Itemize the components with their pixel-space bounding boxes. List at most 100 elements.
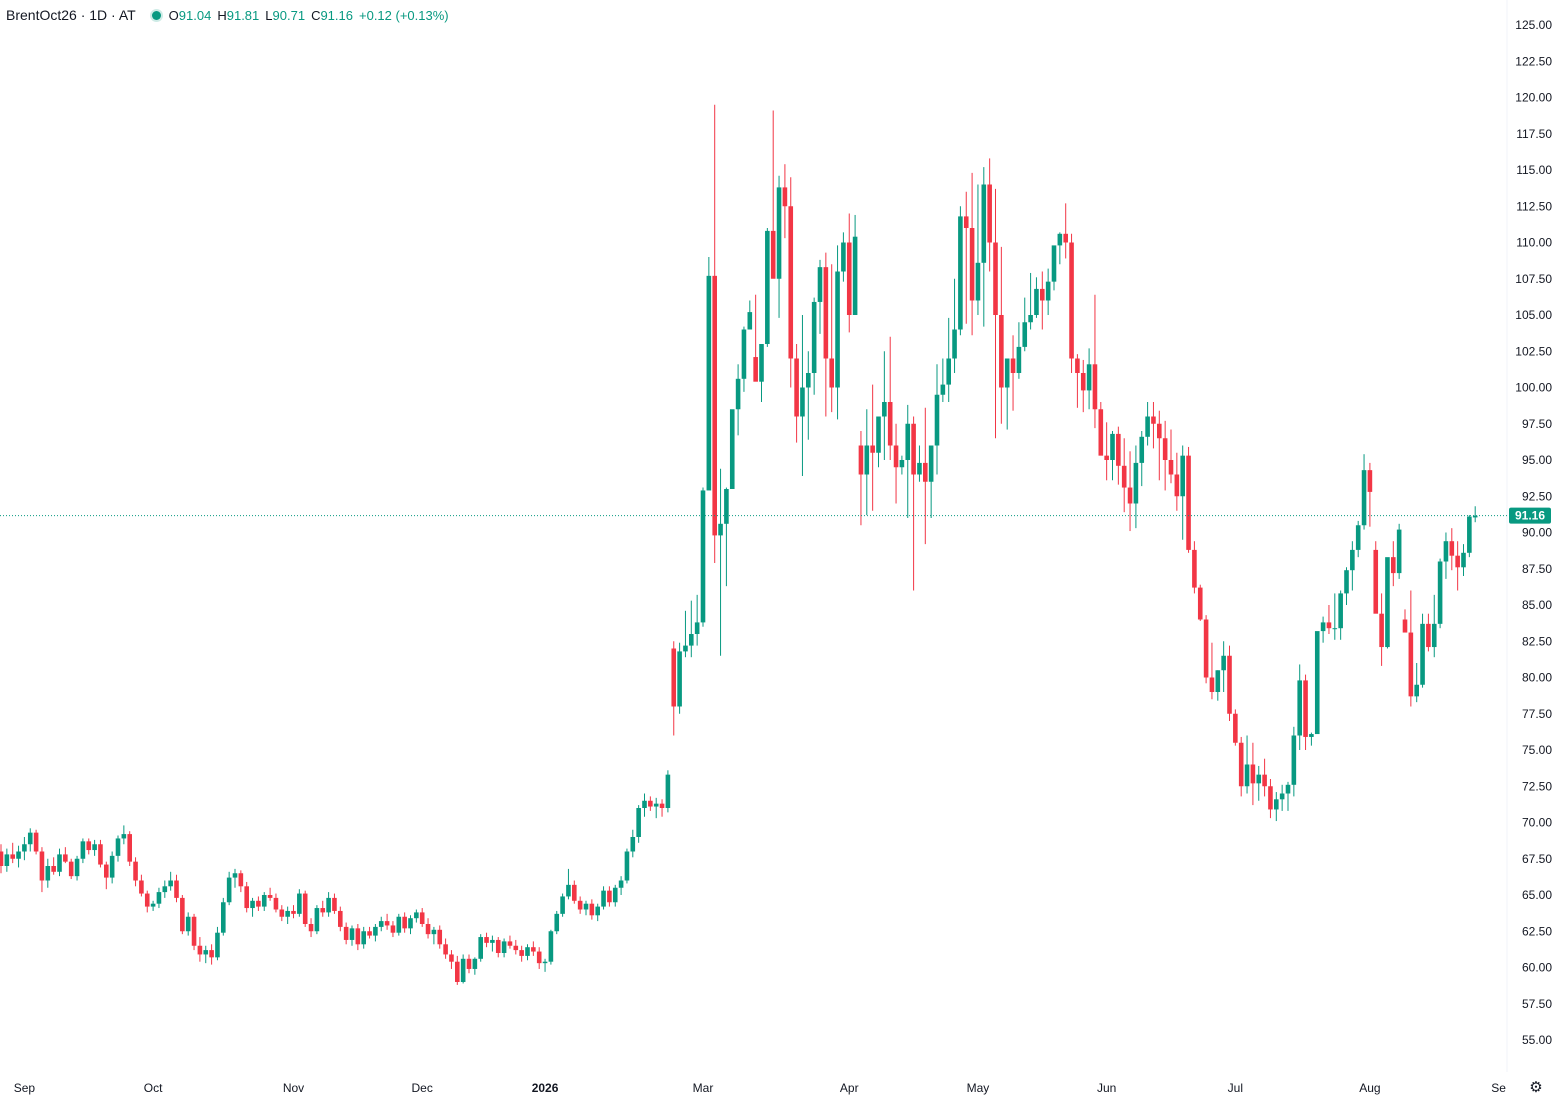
candle-body (1367, 470, 1373, 492)
candle-body (127, 834, 132, 862)
candle-body (963, 216, 969, 228)
candle-body (718, 523, 723, 536)
candle-body (993, 242, 998, 315)
candle (314, 905, 320, 935)
candle (1174, 452, 1180, 511)
candle-body (39, 851, 45, 881)
price-tick-label: 115.00 (1516, 163, 1552, 177)
candle (133, 857, 138, 887)
gear-icon[interactable]: ⚙ (1529, 1079, 1543, 1096)
candle-body (911, 423, 916, 475)
candle (841, 232, 846, 282)
candle (1197, 584, 1203, 621)
candle (1045, 268, 1051, 315)
candle-body (683, 645, 688, 652)
candle (624, 848, 630, 884)
candle (1016, 322, 1022, 379)
time-axis[interactable]: Sep Oct Nov Dec 2026 Mar Apr May Jun Jul Aug Se (14, 1081, 1507, 1095)
candle-body (455, 961, 460, 982)
candle (232, 868, 238, 888)
last-price-badge: 91.16 (1509, 507, 1551, 524)
candle (1426, 613, 1431, 652)
candle (1040, 271, 1045, 330)
candle-body (741, 329, 747, 379)
candle (472, 957, 478, 975)
candle (1268, 779, 1273, 819)
candle (811, 297, 817, 395)
candle (326, 892, 331, 917)
candle-body (378, 921, 384, 927)
price-axis[interactable]: 125.00 122.50 120.00 117.50 115.00 112.50 110.… (1515, 18, 1552, 1047)
candle-body (589, 903, 595, 916)
candle-body (981, 184, 987, 263)
candle-body (285, 910, 290, 917)
candle (928, 445, 934, 518)
candle-body (98, 844, 103, 865)
candle-body (226, 877, 232, 903)
symbol-title[interactable]: BrentOct26 · 1D · AT (6, 7, 136, 23)
candle-body (694, 622, 700, 634)
candle (1127, 451, 1133, 532)
candle (531, 941, 536, 956)
candle-body (221, 902, 226, 933)
candle (221, 897, 226, 936)
candle (1379, 593, 1384, 666)
candle (706, 257, 712, 491)
candle (1209, 642, 1215, 700)
candle (630, 829, 636, 858)
candle-body (279, 909, 285, 917)
candle-body (33, 832, 39, 852)
candle (33, 829, 39, 855)
candle (1385, 557, 1390, 649)
candle-body (882, 402, 887, 417)
candle (1396, 523, 1402, 579)
candle (566, 868, 571, 900)
candle (267, 887, 273, 901)
candle (969, 172, 975, 336)
candle-body (501, 941, 507, 953)
candle-body (572, 884, 577, 901)
candle (455, 955, 460, 985)
candle (776, 175, 782, 318)
candle-body (472, 958, 478, 969)
candle (612, 884, 618, 907)
candle-body (115, 838, 121, 856)
candle-body (800, 387, 805, 417)
open-label: O (168, 7, 179, 23)
candle-body (507, 941, 513, 946)
candle (80, 838, 86, 864)
candle (1274, 792, 1279, 822)
candle (601, 886, 606, 910)
candle-body (607, 890, 612, 903)
candle (952, 278, 957, 373)
candle-body (753, 357, 758, 382)
candle-body (22, 844, 27, 852)
candle (338, 906, 343, 932)
candle (0, 844, 4, 874)
candle (449, 950, 454, 969)
candle (513, 939, 519, 955)
candle-body (583, 903, 589, 910)
candle-body (1069, 242, 1074, 359)
candle-body (1320, 622, 1326, 632)
candle (835, 245, 840, 420)
candle-body (1192, 549, 1197, 588)
candle (1449, 528, 1455, 571)
candle (297, 889, 302, 917)
candle-body (191, 916, 197, 946)
candle (1408, 590, 1414, 707)
candle (168, 871, 173, 891)
candle (1467, 515, 1472, 558)
candle-body (525, 947, 530, 956)
candle (507, 935, 513, 949)
candle-body (782, 187, 788, 207)
candle-body (1057, 233, 1063, 246)
candle-body (332, 897, 337, 911)
candle-body (823, 267, 829, 359)
candle-body (952, 329, 957, 359)
candle-body (595, 906, 600, 916)
candle (226, 871, 232, 906)
candle (1256, 765, 1262, 801)
candle (390, 921, 396, 938)
